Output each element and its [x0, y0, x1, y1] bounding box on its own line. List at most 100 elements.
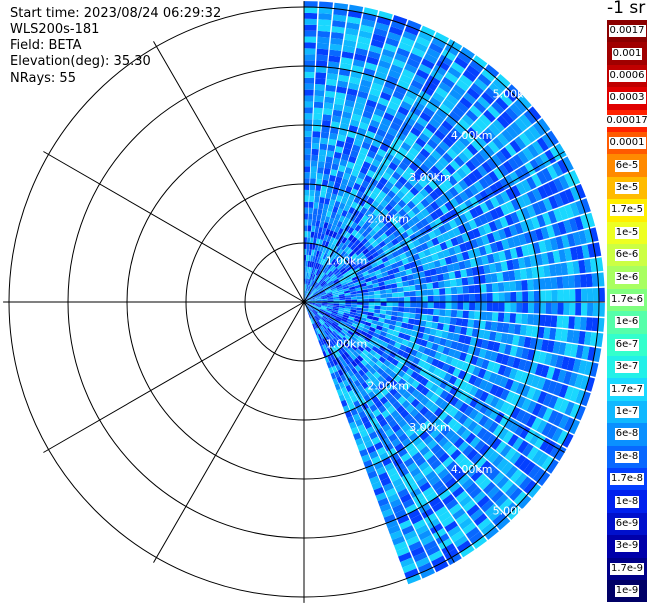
data-gate [497, 282, 505, 292]
data-gate [506, 356, 516, 368]
data-gate [314, 275, 319, 282]
data-gate [421, 58, 435, 70]
colorbar-tick-label: 1e-8 [614, 495, 640, 508]
data-gate [405, 90, 418, 101]
data-gate [319, 326, 325, 332]
data-gate [304, 237, 307, 244]
data-gate [309, 297, 316, 300]
data-gate [320, 258, 325, 265]
data-gate [436, 234, 445, 244]
data-gate [521, 347, 530, 360]
data-gate [321, 317, 327, 323]
data-gate [335, 364, 341, 371]
data-gate [504, 417, 515, 430]
data-gate [338, 381, 346, 389]
data-gate [340, 320, 347, 325]
data-gate [420, 353, 429, 362]
data-gate [360, 359, 368, 367]
data-gate [438, 370, 447, 380]
data-gate [384, 132, 395, 142]
data-gate [317, 25, 331, 32]
data-gate [357, 325, 364, 331]
data-gate [483, 264, 491, 274]
azimuth-line [43, 301, 305, 453]
data-gate [327, 304, 334, 307]
data-gate [395, 462, 407, 473]
data-gate [362, 302, 369, 306]
data-gate [373, 486, 385, 496]
data-gate [404, 63, 418, 74]
data-gate [436, 360, 445, 370]
data-gate [379, 503, 392, 513]
data-gate [380, 293, 387, 298]
data-gate [525, 267, 533, 279]
data-gate [347, 362, 355, 370]
data-gate [415, 167, 426, 178]
data-gate [334, 97, 345, 106]
data-gate [455, 490, 469, 503]
data-gate [351, 276, 359, 281]
data-gate [345, 136, 355, 145]
data-gate [394, 442, 405, 453]
data-gate [484, 186, 495, 199]
data-gate [351, 427, 360, 435]
data-gate [497, 427, 509, 441]
data-gate [580, 391, 591, 407]
data-gate [313, 113, 323, 120]
data-gate [324, 162, 332, 169]
data-gate [423, 540, 438, 551]
data-gate [544, 440, 557, 455]
data-gate [328, 55, 341, 63]
data-gate [439, 295, 446, 302]
data-gate [344, 99, 355, 108]
data-gate [401, 275, 408, 282]
data-gate [349, 421, 357, 430]
data-gate [425, 356, 434, 365]
data-gate [329, 174, 336, 182]
data-gate [503, 88, 518, 103]
data-gate [349, 288, 356, 293]
data-gate [328, 281, 334, 287]
data-gate [392, 477, 404, 488]
data-gate [387, 147, 397, 157]
data-gate [542, 212, 552, 226]
data-gate [480, 302, 487, 311]
data-gate [429, 221, 438, 230]
data-gate [347, 330, 354, 336]
data-gate [387, 493, 400, 503]
data-gate [516, 395, 526, 409]
data-gate [541, 339, 549, 352]
data-gate [434, 186, 444, 197]
data-gate [500, 333, 508, 344]
data-gate [359, 279, 366, 285]
data-gate [386, 253, 394, 261]
data-gate [315, 302, 322, 304]
data-gate [414, 284, 422, 291]
data-gate [378, 281, 385, 287]
data-gate [447, 175, 458, 186]
data-gate [454, 56, 469, 69]
data-gate [459, 517, 473, 530]
data-gate [461, 251, 470, 261]
data-gate [308, 312, 312, 319]
data-gate [389, 530, 403, 540]
data-gate [381, 271, 389, 278]
data-gate [307, 237, 311, 244]
data-gate [304, 18, 317, 25]
data-gate [336, 140, 345, 148]
data-gate [539, 302, 546, 314]
data-gate [496, 272, 504, 282]
data-gate [581, 244, 590, 259]
data-gate [324, 96, 335, 104]
data-gate [521, 313, 528, 325]
data-gate [312, 289, 317, 294]
data-gate [504, 302, 511, 313]
data-gate [492, 119, 505, 133]
data-gate [356, 310, 363, 314]
data-gate [320, 273, 326, 279]
data-gate [441, 515, 455, 528]
data-gate [423, 184, 434, 194]
data-gate [528, 464, 541, 479]
data-gate [536, 137, 549, 152]
data-gate [342, 379, 350, 387]
